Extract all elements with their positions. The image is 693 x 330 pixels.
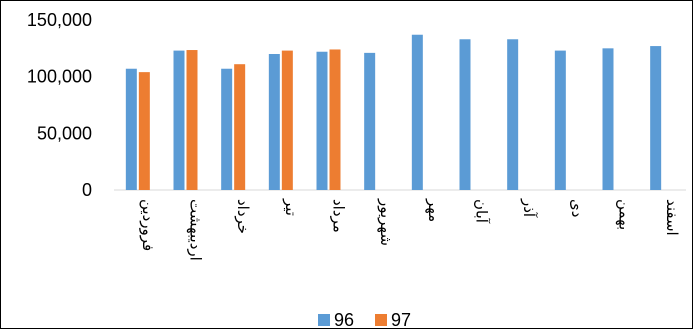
- x-tick-label: دی: [568, 199, 585, 217]
- x-tick-label: تیر: [282, 198, 299, 216]
- y-tick-label: 100,000: [27, 67, 92, 87]
- bar-96-4: [268, 54, 280, 190]
- bar-96-3: [221, 68, 233, 190]
- legend-swatch-96: [318, 314, 330, 326]
- legend: 96 97: [318, 310, 411, 330]
- x-tick-label: خرداد: [234, 199, 251, 234]
- y-tick-label: 50,000: [37, 123, 92, 143]
- bar-97-1: [138, 72, 150, 190]
- bar-96-11: [602, 48, 614, 191]
- bar-96-8: [459, 39, 471, 191]
- bar-97-4: [281, 50, 293, 190]
- legend-label-96: 96: [334, 310, 354, 330]
- x-tick-label: مرداد: [330, 199, 347, 233]
- x-tick-label: آبان: [473, 199, 491, 224]
- bar-97-2: [186, 50, 198, 191]
- bar-96-9: [507, 39, 519, 191]
- bar-96-10: [554, 50, 566, 190]
- bar-96-12: [650, 46, 662, 190]
- legend-label-97: 97: [391, 310, 411, 330]
- x-tick-label: شهریور: [377, 198, 394, 246]
- x-tick-label: مهر: [425, 198, 442, 222]
- y-tick-label: 0: [82, 180, 92, 200]
- y-axis: 0 50,000 100,000 150,000: [27, 10, 92, 200]
- y-tick-label: 150,000: [27, 10, 92, 30]
- bar-97-3: [234, 64, 246, 190]
- x-tick-label: فروردین: [139, 199, 156, 251]
- bar-96-1: [125, 68, 137, 190]
- bar-96-6: [364, 52, 376, 190]
- x-tick-label: اسفند: [663, 199, 680, 236]
- bar-96-5: [316, 51, 328, 190]
- x-axis-labels: فروردین اردیبهشت خرداد تیر مرداد شهریور مهر آبا…: [139, 198, 680, 261]
- x-tick-label: آذر: [520, 198, 538, 218]
- bar-97-5: [329, 49, 341, 190]
- x-tick-label: اردیبهشت: [187, 199, 204, 261]
- x-tick-label: بهمن: [616, 199, 633, 230]
- bar-96-7: [411, 34, 423, 190]
- legend-swatch-97: [375, 314, 387, 326]
- bar-96-2: [173, 50, 185, 190]
- bars: [125, 34, 662, 191]
